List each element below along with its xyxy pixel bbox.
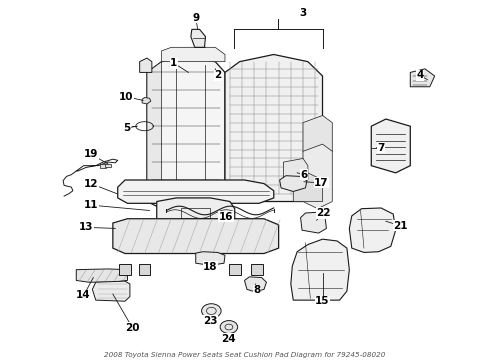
Text: 10: 10 bbox=[119, 92, 134, 102]
Text: 18: 18 bbox=[203, 262, 217, 272]
Text: 14: 14 bbox=[76, 291, 91, 301]
Polygon shape bbox=[293, 173, 322, 202]
Bar bbox=[119, 264, 131, 275]
Polygon shape bbox=[224, 54, 322, 202]
Polygon shape bbox=[118, 180, 273, 203]
Text: 4: 4 bbox=[415, 70, 423, 80]
Polygon shape bbox=[244, 277, 266, 292]
Text: 6: 6 bbox=[300, 170, 307, 180]
Text: 19: 19 bbox=[83, 149, 98, 159]
Polygon shape bbox=[409, 69, 434, 87]
Polygon shape bbox=[190, 30, 205, 47]
Circle shape bbox=[201, 304, 221, 318]
Polygon shape bbox=[161, 47, 224, 62]
Polygon shape bbox=[147, 58, 224, 209]
Text: 22: 22 bbox=[316, 208, 330, 218]
Polygon shape bbox=[283, 158, 307, 180]
Text: 23: 23 bbox=[203, 316, 217, 325]
Text: 16: 16 bbox=[218, 212, 233, 221]
Polygon shape bbox=[76, 269, 127, 282]
Text: 8: 8 bbox=[253, 285, 260, 296]
Text: 13: 13 bbox=[79, 222, 93, 232]
Polygon shape bbox=[303, 144, 331, 209]
Text: 20: 20 bbox=[125, 323, 139, 333]
Polygon shape bbox=[142, 98, 151, 104]
Bar bbox=[105, 163, 111, 167]
Text: 1: 1 bbox=[170, 58, 177, 68]
Text: 2008 Toyota Sienna Power Seats Seat Cushion Pad Diagram for 79245-08020: 2008 Toyota Sienna Power Seats Seat Cush… bbox=[103, 352, 385, 358]
Polygon shape bbox=[279, 176, 306, 192]
Polygon shape bbox=[140, 58, 152, 72]
Text: 17: 17 bbox=[314, 178, 328, 188]
Bar bbox=[139, 264, 150, 275]
Text: 11: 11 bbox=[83, 200, 98, 210]
Polygon shape bbox=[290, 239, 348, 300]
Bar bbox=[250, 264, 262, 275]
Polygon shape bbox=[370, 119, 409, 173]
Text: 3: 3 bbox=[299, 8, 306, 18]
Polygon shape bbox=[303, 116, 331, 158]
Polygon shape bbox=[113, 219, 278, 253]
Text: 15: 15 bbox=[315, 296, 329, 306]
Circle shape bbox=[220, 320, 237, 333]
Text: 5: 5 bbox=[122, 123, 130, 133]
Text: 21: 21 bbox=[392, 221, 407, 231]
Polygon shape bbox=[157, 198, 234, 228]
Text: 24: 24 bbox=[221, 333, 236, 343]
Bar bbox=[181, 208, 210, 219]
Polygon shape bbox=[147, 62, 161, 202]
Text: 7: 7 bbox=[377, 143, 384, 153]
Polygon shape bbox=[348, 208, 395, 252]
Polygon shape bbox=[195, 252, 224, 265]
Polygon shape bbox=[92, 281, 130, 301]
Text: 2: 2 bbox=[214, 70, 221, 80]
Text: 12: 12 bbox=[83, 179, 98, 189]
Text: 9: 9 bbox=[192, 13, 199, 23]
Polygon shape bbox=[300, 212, 326, 233]
Bar bbox=[100, 164, 106, 168]
Bar bbox=[228, 264, 240, 275]
